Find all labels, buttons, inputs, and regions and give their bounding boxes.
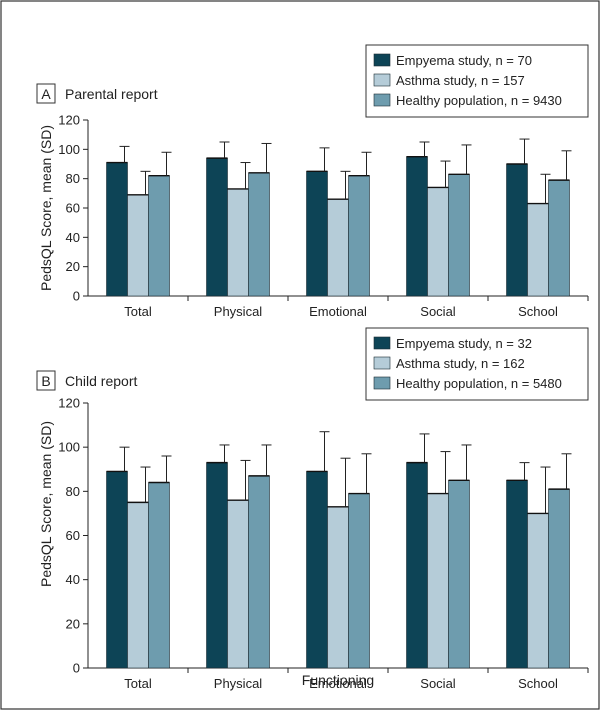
y-tick-label: 20 [66,616,80,631]
panel-b-child-report: Empyema study, n = 32 Asthma study, n = … [36,327,589,691]
panel-letter-box [36,370,56,391]
x-tick-label-social: Social [420,676,456,691]
bar-total-series-2 [127,194,149,297]
y-tick-label: 120 [58,113,80,128]
y-tick-label: 60 [66,528,80,543]
legend-swatch-asthma [373,73,391,87]
x-tick-label-total: Total [124,676,152,691]
bar-school-series-1 [506,163,528,297]
bar-emotional-series-2 [327,506,349,669]
bar-school-series-1 [506,479,528,669]
x-tick-label-emotional: Emotional [309,304,367,319]
legend-label-empyema: Empyema study, n = 70 [396,53,532,68]
x-tick-label-emotional: Emotional [309,676,367,691]
legend-label-healthy: Healthy population, n = 5480 [396,376,562,391]
bar-emotional-series-1 [306,471,328,669]
bar-emotional-series-1 [306,171,328,297]
bar-total-series-2 [127,502,149,669]
bar-social-series-1 [406,156,428,297]
bar-total-series-1 [106,162,128,297]
legend-label-asthma: Asthma study, n = 162 [396,356,525,371]
plot-area: 0 20 40 60 80 100 120 Total Physical Emotional Soc… [58,396,589,691]
panel-title: Parental report [65,86,158,102]
bar-total-series-3 [148,175,170,297]
bar-school-series-2 [527,203,549,297]
x-axis-label: Functioning [302,672,374,688]
y-tick-label: 0 [73,661,80,676]
bar-physical-series-2 [227,499,249,669]
legend-label-asthma: Asthma study, n = 157 [396,73,525,88]
bar-emotional-series-3 [348,175,370,297]
bar-social-series-3 [448,173,470,297]
y-tick-label: 60 [66,201,80,216]
legend-label-empyema: Empyema study, n = 32 [396,336,532,351]
y-tick-label: 0 [73,289,80,304]
bar-school-series-3 [548,488,570,669]
bar-emotional-series-3 [348,493,370,669]
bar-total-series-3 [148,482,170,669]
x-tick-label-social: Social [420,304,456,319]
y-tick-label: 80 [66,171,80,186]
x-tick-label-total: Total [124,304,152,319]
plot-area: 0 20 40 60 80 100 120 Total Physical Emotional Soc… [58,113,589,319]
x-tick-label-physical: Physical [214,676,263,691]
bar-social-series-2 [427,187,449,297]
legend: Empyema study, n = 70 Asthma study, n = … [365,44,589,118]
legend-box [365,327,589,401]
y-tick-label: 100 [58,440,80,455]
x-tick-label-physical: Physical [214,304,263,319]
panel-letter: A [41,86,51,102]
y-tick-label: 80 [66,484,80,499]
bar-physical-series-3 [248,172,270,297]
y-axis-label: PedsQL Score, mean (SD) [38,125,54,291]
y-tick-label: 100 [58,142,80,157]
bar-total-series-1 [106,471,128,669]
bar-social-series-1 [406,462,428,669]
legend-swatch-empyema [373,336,391,350]
x-tick-label-school: School [518,304,558,319]
legend-swatch-asthma [373,356,391,370]
panel-title: Child report [65,373,137,389]
bar-social-series-2 [427,493,449,669]
bar-physical-series-2 [227,188,249,297]
x-tick-label-school: School [518,676,558,691]
bar-school-series-3 [548,179,570,297]
panel-letter-box [36,83,56,104]
y-axis-label: PedsQL Score, mean (SD) [38,421,54,587]
legend-label-healthy: Healthy population, n = 9430 [396,93,562,108]
bar-physical-series-1 [206,462,228,669]
bar-social-series-3 [448,479,470,669]
legend-box [365,44,589,118]
legend-swatch-healthy [373,376,391,390]
bar-physical-series-1 [206,157,228,297]
y-tick-label: 40 [66,230,80,245]
legend-swatch-empyema [373,53,391,67]
panel-letter: B [41,373,50,389]
legend-swatch-healthy [373,93,391,107]
legend: Empyema study, n = 32 Asthma study, n = … [365,327,589,401]
bar-emotional-series-2 [327,198,349,297]
y-tick-label: 120 [58,396,80,411]
bar-school-series-2 [527,513,549,669]
bar-physical-series-3 [248,475,270,669]
y-tick-label: 40 [66,572,80,587]
panel-a-parental-report: Empyema study, n = 70 Asthma study, n = … [36,44,589,319]
y-tick-label: 20 [66,259,80,274]
